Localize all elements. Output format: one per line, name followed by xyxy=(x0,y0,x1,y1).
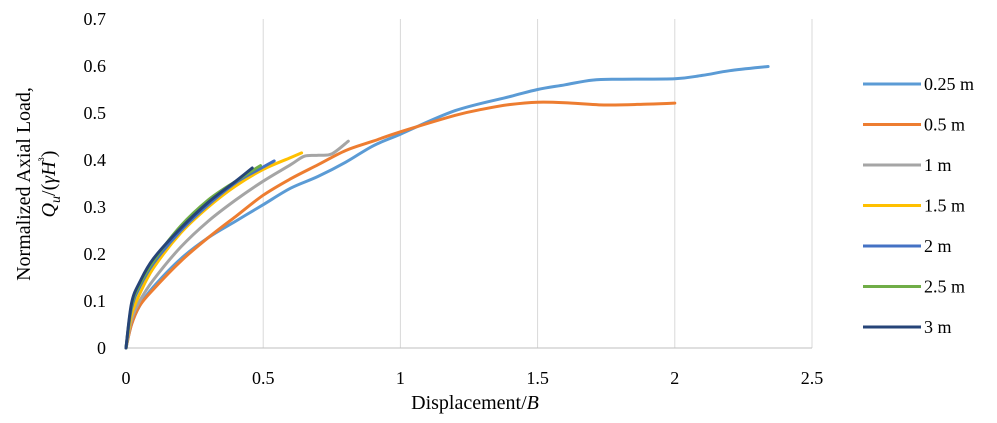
y-tick-label: 0.6 xyxy=(84,56,107,76)
y-tick-label: 0.1 xyxy=(84,291,107,311)
legend-label: 0.5 m xyxy=(924,115,965,135)
x-tick-labels: 0 0.5 1 1.5 2 2.5 xyxy=(122,368,824,388)
series-line-1 xyxy=(124,100,677,350)
y-axis-title-line2: Qu/(γH³) xyxy=(37,151,64,218)
series-line-5 xyxy=(124,164,262,350)
series-line-2 xyxy=(124,139,350,350)
x-tick-label: 1.5 xyxy=(526,368,549,388)
x-tick-label: 1 xyxy=(396,368,405,388)
legend: 0.25 m 0.5 m 1 m 1.5 m 2 m 2.5 m 3 m xyxy=(863,74,974,337)
y-axis-title: Normalized Axial Load, Qu/(γH³) xyxy=(13,87,64,281)
y-tick-label: 0.2 xyxy=(84,244,107,264)
legend-label: 1 m xyxy=(924,155,952,175)
series-line-3 xyxy=(124,151,304,350)
legend-label: 2.5 m xyxy=(924,277,965,297)
y-tick-label: 0.3 xyxy=(84,197,107,217)
x-tick-label: 2 xyxy=(670,368,679,388)
y-tick-label: 0.4 xyxy=(84,150,107,170)
legend-label: 2 m xyxy=(924,236,952,256)
gridlines xyxy=(262,19,813,348)
series-line-6 xyxy=(124,166,254,350)
legend-label: 1.5 m xyxy=(924,196,965,216)
y-axis-title-line1: Normalized Axial Load, xyxy=(13,87,35,281)
legend-label: 0.25 m xyxy=(924,74,974,94)
x-tick-label: 0 xyxy=(122,368,131,388)
y-tick-label: 0.7 xyxy=(84,9,107,29)
y-tick-label: 0.5 xyxy=(84,103,107,123)
x-tick-label: 2.5 xyxy=(801,368,824,388)
x-axis-title: Displacement/B xyxy=(411,392,539,414)
y-tick-labels: 0 0.1 0.2 0.3 0.4 0.5 0.6 0.7 xyxy=(84,9,107,358)
x-tick-label: 0.5 xyxy=(252,368,275,388)
legend-label: 3 m xyxy=(924,317,952,337)
y-tick-label: 0 xyxy=(97,338,106,358)
series-line-0 xyxy=(124,65,770,350)
series-layer xyxy=(124,65,770,350)
